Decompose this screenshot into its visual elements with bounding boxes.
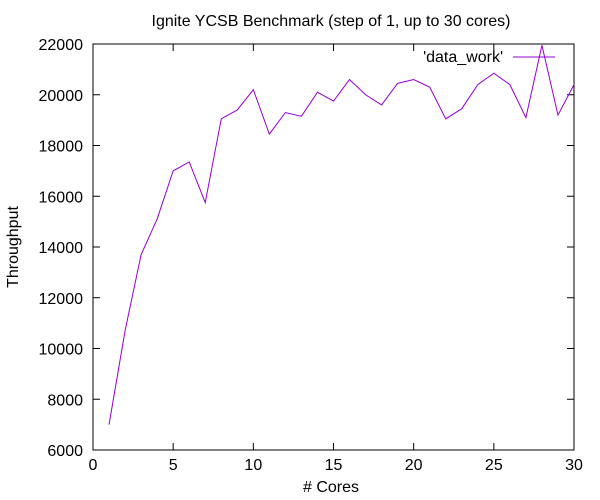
y-tick-label: 8000 [47,392,83,409]
y-tick-label: 22000 [39,37,84,54]
x-tick-label: 20 [405,457,423,474]
y-tick-label: 16000 [39,189,84,206]
x-tick-label: 0 [89,457,98,474]
y-tick-label: 20000 [39,88,84,105]
x-axis-label: # Cores [303,479,359,496]
x-tick-label: 25 [485,457,503,474]
y-tick-label: 12000 [39,291,84,308]
y-tick-label: 14000 [39,240,84,257]
x-tick-label: 15 [325,457,343,474]
series-layer [108,45,575,425]
y-tick-label: 18000 [39,139,84,156]
x-tick-label: 30 [565,457,583,474]
axis-ticks: 0 5 10 15 20 25 30 6000 8000 10000 12000 14000 16000… [39,37,584,474]
chart-title: Ignite YCSB Benchmark (step of 1, up to … [152,13,511,30]
x-tick-label: 5 [169,457,178,474]
x-tick-label: 10 [244,457,262,474]
y-tick-label: 6000 [47,443,83,460]
legend: 'data_work' [423,49,555,66]
y-axis-label: Throughput [5,206,22,288]
legend-label: 'data_work' [423,49,503,66]
y-tick-label: 10000 [39,342,84,359]
series-line-data-work [108,45,575,425]
plot-frame [92,43,575,451]
